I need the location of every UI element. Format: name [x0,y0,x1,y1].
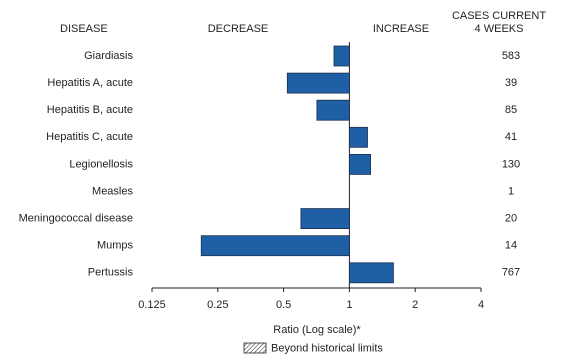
bar [348,153,371,175]
cases-value: 583 [502,50,520,62]
x-tick-label: 1 [346,299,352,311]
x-tick-label: 0.25 [207,299,228,311]
bar [286,72,350,94]
cases-value: 1 [508,185,514,197]
bar [348,262,394,284]
cases-value: 14 [505,240,517,252]
category-label: Pertussis [88,267,134,279]
x-tick-label: 0.125 [138,299,166,311]
x-axis-label: Ratio (Log scale)* [273,324,361,336]
header-cases: CASES CURRENT [452,10,546,22]
header-cases: 4 WEEKS [475,23,524,35]
category-label: Meningococcal disease [19,213,133,225]
x-tick-label: 4 [478,299,484,311]
x-tick-label: 2 [412,299,418,311]
bar [348,126,368,148]
bar [200,235,350,257]
category-label: Hepatitis C, acute [46,131,133,143]
bar [333,45,350,67]
category-label: Measles [92,185,133,197]
cases-value: 41 [505,131,517,143]
cases-value: 20 [505,213,517,225]
category-label: Hepatitis A, acute [47,77,133,89]
cases-value: 85 [505,104,517,116]
cases-value: 130 [502,158,520,170]
legend-label: Beyond historical limits [271,342,383,354]
category-label: Legionellosis [69,158,133,170]
x-tick-label: 0.5 [276,299,291,311]
cases-value: 767 [502,267,520,279]
bar [300,208,350,230]
category-label: Mumps [97,240,134,252]
header-increase: INCREASE [373,23,429,35]
category-label: Giardiasis [84,50,133,62]
cases-value: 39 [505,77,517,89]
legend-swatch [243,342,267,354]
category-label: Hepatitis B, acute [47,104,133,116]
header-disease: DISEASE [60,23,108,35]
header-decrease: DECREASE [208,23,269,35]
bar [316,99,350,121]
